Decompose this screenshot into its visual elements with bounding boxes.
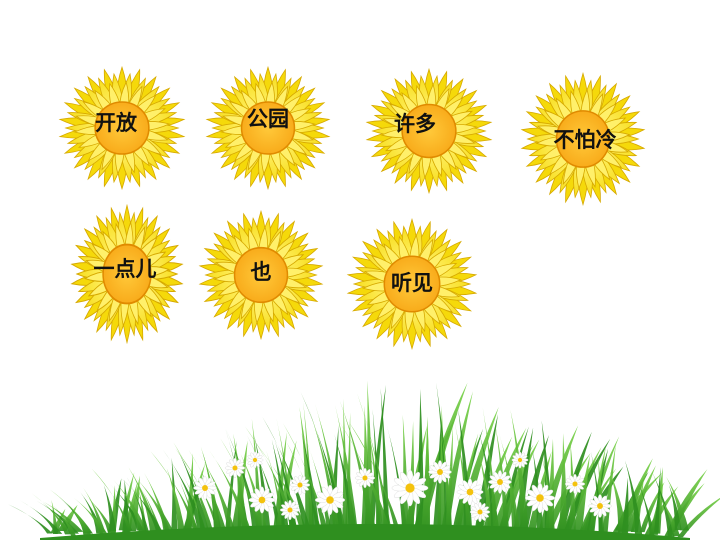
sunflower-icon xyxy=(520,72,646,206)
word-flower-gongyuan[interactable]: 公园 xyxy=(205,66,331,190)
grass-meadow-decoration xyxy=(7,380,720,540)
word-label: 听见 xyxy=(391,271,433,295)
word-label: 许多 xyxy=(394,112,436,136)
word-label: 不怕冷 xyxy=(553,128,617,152)
sunflower-icon xyxy=(70,204,184,344)
word-flower-bupaleng[interactable]: 不怕冷 xyxy=(520,72,646,206)
sunflower-icon xyxy=(205,66,331,190)
word-flower-kaifang[interactable]: 开放 xyxy=(58,66,186,190)
word-label: 一点儿 xyxy=(93,257,157,281)
sunflower-icon xyxy=(365,68,493,194)
word-flower-yidianer[interactable]: 一点儿 xyxy=(70,204,184,344)
word-label: 也 xyxy=(250,260,272,284)
word-flower-tingjian[interactable]: 听见 xyxy=(346,218,478,350)
sunflower-icon xyxy=(346,218,478,350)
sunflower-icon xyxy=(198,210,324,340)
word-label: 公园 xyxy=(247,107,289,131)
word-flower-xuduo[interactable]: 许多 xyxy=(365,68,493,194)
sunflower-icon xyxy=(58,66,186,190)
word-label: 开放 xyxy=(95,111,137,135)
word-flower-ye[interactable]: 也 xyxy=(198,210,324,340)
